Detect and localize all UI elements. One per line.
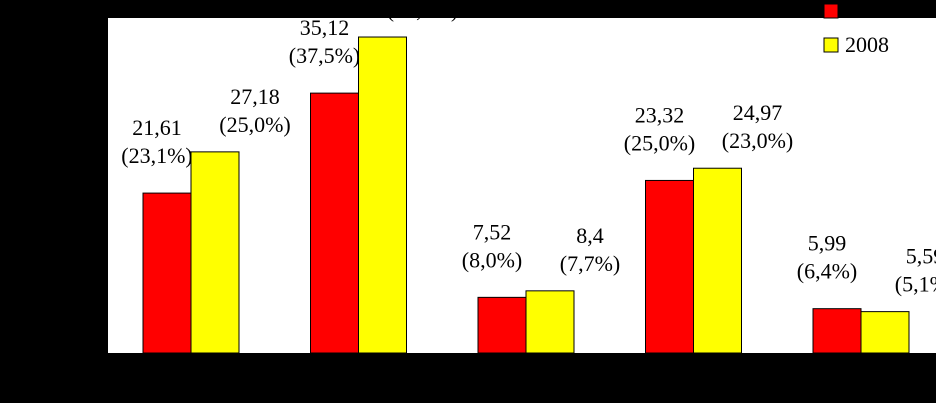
bar <box>525 290 575 354</box>
bar <box>812 308 862 354</box>
bar <box>142 192 192 354</box>
legend-swatch <box>823 3 839 19</box>
bar <box>645 179 694 354</box>
value-label: 5,99 <box>808 231 847 256</box>
bar <box>310 92 359 354</box>
value-label: 35,12 <box>300 15 350 40</box>
value-label: 5,59 <box>906 244 936 269</box>
share-label: (7,7%) <box>560 251 620 276</box>
value-label: 27,18 <box>230 84 280 109</box>
share-label: (39,2%) <box>387 0 458 22</box>
value-label: 7,52 <box>473 219 512 244</box>
bar <box>693 167 742 354</box>
value-label: 23,32 <box>635 102 685 127</box>
share-label: (25,0%) <box>624 130 695 155</box>
bar <box>190 151 240 354</box>
value-label: 24,97 <box>733 100 783 125</box>
share-label: (6,4%) <box>797 259 857 284</box>
share-label: (5,1%) <box>895 272 936 297</box>
share-label: (23,0%) <box>722 128 793 153</box>
bar <box>860 311 910 354</box>
value-label: 21,61 <box>132 115 182 140</box>
legend-swatch <box>823 37 839 53</box>
legend-label: 2008 <box>845 32 889 57</box>
share-label: (37,5%) <box>289 43 360 68</box>
bar <box>477 296 527 354</box>
share-label: (8,0%) <box>462 247 522 272</box>
value-label: 8,4 <box>576 223 604 248</box>
bar <box>358 36 407 354</box>
share-label: (25,0%) <box>219 112 290 137</box>
share-label: (23,1%) <box>121 143 192 168</box>
